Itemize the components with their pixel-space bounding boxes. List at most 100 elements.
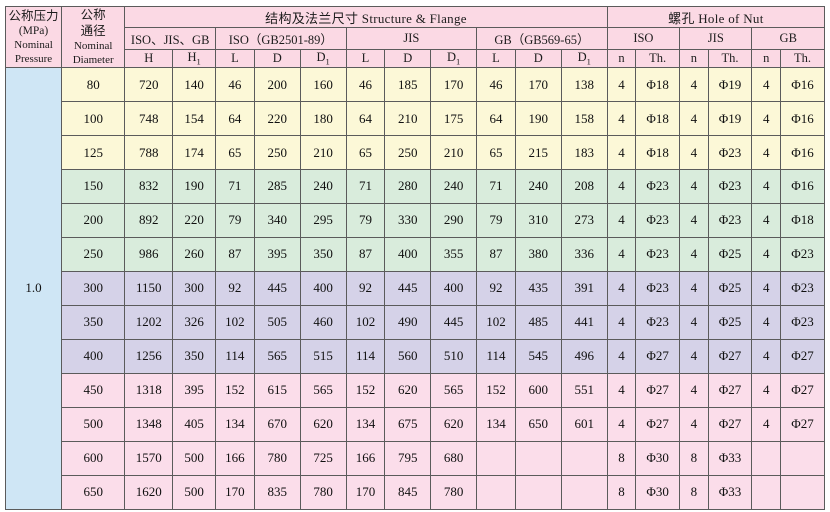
cell-l-8: 87: [476, 236, 516, 272]
cell-d1-10: 273: [560, 202, 608, 238]
cell-n-13: 4: [679, 406, 709, 442]
cell-d-9: 650: [514, 406, 562, 442]
cell-n-15: 4: [751, 406, 782, 442]
cell-l-5: 102: [345, 304, 386, 340]
cell-n-13: 4: [679, 67, 709, 103]
cell-d1-7: 240: [430, 169, 478, 204]
cell-d1-4: 210: [299, 135, 347, 171]
header-leaf-16: Th.: [780, 48, 825, 69]
cell-h1-1: 326: [172, 304, 217, 340]
cell-h1-1: 405: [172, 406, 217, 442]
cell-d-6: 445: [384, 270, 432, 306]
cell-l-2: 79: [215, 202, 255, 238]
cell-th-12: Φ23: [635, 270, 681, 306]
table-header: 公称压力 (MPa) Nominal Pressure 公称 通径 Nomina…: [4, 5, 826, 69]
header-leaf-5: L: [345, 48, 386, 69]
cell-th-16: Φ16: [780, 169, 825, 204]
cell-h1-1: 220: [172, 202, 217, 238]
cell-n-15: 4: [751, 304, 782, 340]
cell-nominal-diameter: 125: [61, 135, 126, 171]
cell-n-13: 4: [679, 135, 709, 171]
cell-th-12: Φ23: [635, 202, 681, 238]
cell-d-3: 285: [253, 169, 301, 204]
cell-d1-10: 336: [560, 236, 608, 272]
cell-h-0: 1150: [124, 270, 174, 306]
cell-l-5: 79: [345, 202, 386, 238]
table-row: 500 1348 405 134 670 620 134 675 620 134 650 601 4 Φ2…: [6, 406, 825, 442]
cell-th-12: Φ27: [635, 338, 681, 374]
cell-th-12: Φ23: [635, 304, 681, 340]
cell-d-6: 210: [384, 101, 432, 137]
cell-h1-1: 140: [172, 67, 217, 103]
cell-d-6: 250: [384, 135, 432, 171]
header-leaf-0: H: [124, 48, 174, 69]
cell-l-8: [476, 440, 516, 476]
cell-l-8: 152: [476, 372, 516, 408]
cell-l-5: 64: [345, 101, 386, 137]
cell-d1-4: 180: [299, 101, 347, 137]
cell-h1-1: 500: [172, 440, 217, 476]
cell-nominal-diameter: 500: [61, 406, 126, 442]
cell-n-13: 4: [679, 338, 709, 374]
cell-h-0: 1348: [124, 406, 174, 442]
cell-h-0: 986: [124, 236, 174, 272]
cell-th-12: Φ30: [635, 474, 681, 510]
cell-l-5: 170: [345, 474, 386, 510]
cell-n-11: 8: [606, 474, 637, 510]
cell-h-0: 1620: [124, 474, 174, 510]
cell-n-11: 8: [606, 440, 637, 476]
cell-nominal-diameter: 150: [61, 169, 126, 204]
cell-th-12: Φ23: [635, 236, 681, 272]
cell-d1-7: 355: [430, 236, 478, 272]
cell-l-5: 166: [345, 440, 386, 476]
cell-l-8: 46: [476, 67, 516, 103]
cell-d-3: 505: [253, 304, 301, 340]
flange-specification-table: 公称压力 (MPa) Nominal Pressure 公称 通径 Nomina…: [4, 5, 826, 510]
header-nominal-pressure: 公称压力 (MPa) Nominal Pressure: [4, 5, 63, 69]
cell-h1-1: 154: [172, 101, 217, 137]
cell-n-11: 4: [606, 135, 637, 171]
cell-d1-4: 400: [299, 270, 347, 306]
table-row: 350 1202 326 102 505 460 102 490 445 102 485 441 4 Φ2…: [6, 304, 825, 340]
cell-d1-7: 400: [430, 270, 478, 306]
cell-l-8: 79: [476, 202, 516, 238]
header-leaf-11: n: [606, 48, 637, 69]
table-row: 650 1620 500 170 835 780 170 845 780 8 Φ30 8 Φ33: [6, 474, 825, 510]
cell-d-6: 560: [384, 338, 432, 374]
cell-n-13: 4: [679, 202, 709, 238]
table-row: 1.0 80 720 140 46 200 160 46 185 170 46 170 138 4 Φ18 4…: [4, 67, 825, 510]
cell-l-8: 102: [476, 304, 516, 340]
cell-d1-4: 725: [299, 440, 347, 476]
cell-d-9: 310: [514, 202, 562, 238]
cell-d-3: 670: [253, 406, 301, 442]
cell-n-15: 4: [751, 135, 782, 171]
cell-h-0: 1256: [124, 338, 174, 374]
cell-th-14: Φ25: [707, 270, 753, 306]
cell-d1-7: 565: [430, 372, 478, 408]
nominal-diameter-cn2: 通径: [80, 24, 106, 38]
header-leaf-13: n: [679, 48, 709, 69]
cell-d-6: 620: [384, 372, 432, 408]
cell-d1-10: 391: [560, 270, 608, 306]
cell-d1-7: 210: [430, 135, 478, 171]
cell-th-16: Φ16: [780, 67, 825, 103]
cell-d-9: 600: [514, 372, 562, 408]
cell-d-9: 215: [514, 135, 562, 171]
table-row: 600 1570 500 166 780 725 166 795 680 8 Φ30 8 Φ33: [6, 440, 825, 476]
nominal-pressure-cn: 公称压力: [8, 8, 59, 23]
cell-n-15: 4: [751, 169, 782, 204]
cell-d1-10: [560, 474, 608, 510]
cell-d-6: 185: [384, 67, 432, 103]
header-leaf-9: D: [514, 48, 562, 69]
table-row: 300 1150 300 92 445 400 92 445 400 92 435 391 4 Φ23 4 Φ…: [6, 270, 825, 306]
cell-d1-10: 496: [560, 338, 608, 374]
cell-d-9: [514, 474, 562, 510]
cell-th-14: Φ25: [707, 304, 753, 340]
cell-d1-4: 240: [299, 169, 347, 204]
cell-d-9: 190: [514, 101, 562, 137]
table-row: 400 1256 350 114 565 515 114 560 510 114 545 496 4 Φ2…: [6, 338, 825, 374]
cell-n-11: 4: [606, 304, 637, 340]
header-row-subgroup: ISO、JIS、GB ISO（GB2501-89） JIS GB（GB569-6…: [6, 27, 825, 50]
cell-n-11: 4: [606, 372, 637, 408]
nominal-pressure-en2: Pressure: [14, 53, 53, 66]
